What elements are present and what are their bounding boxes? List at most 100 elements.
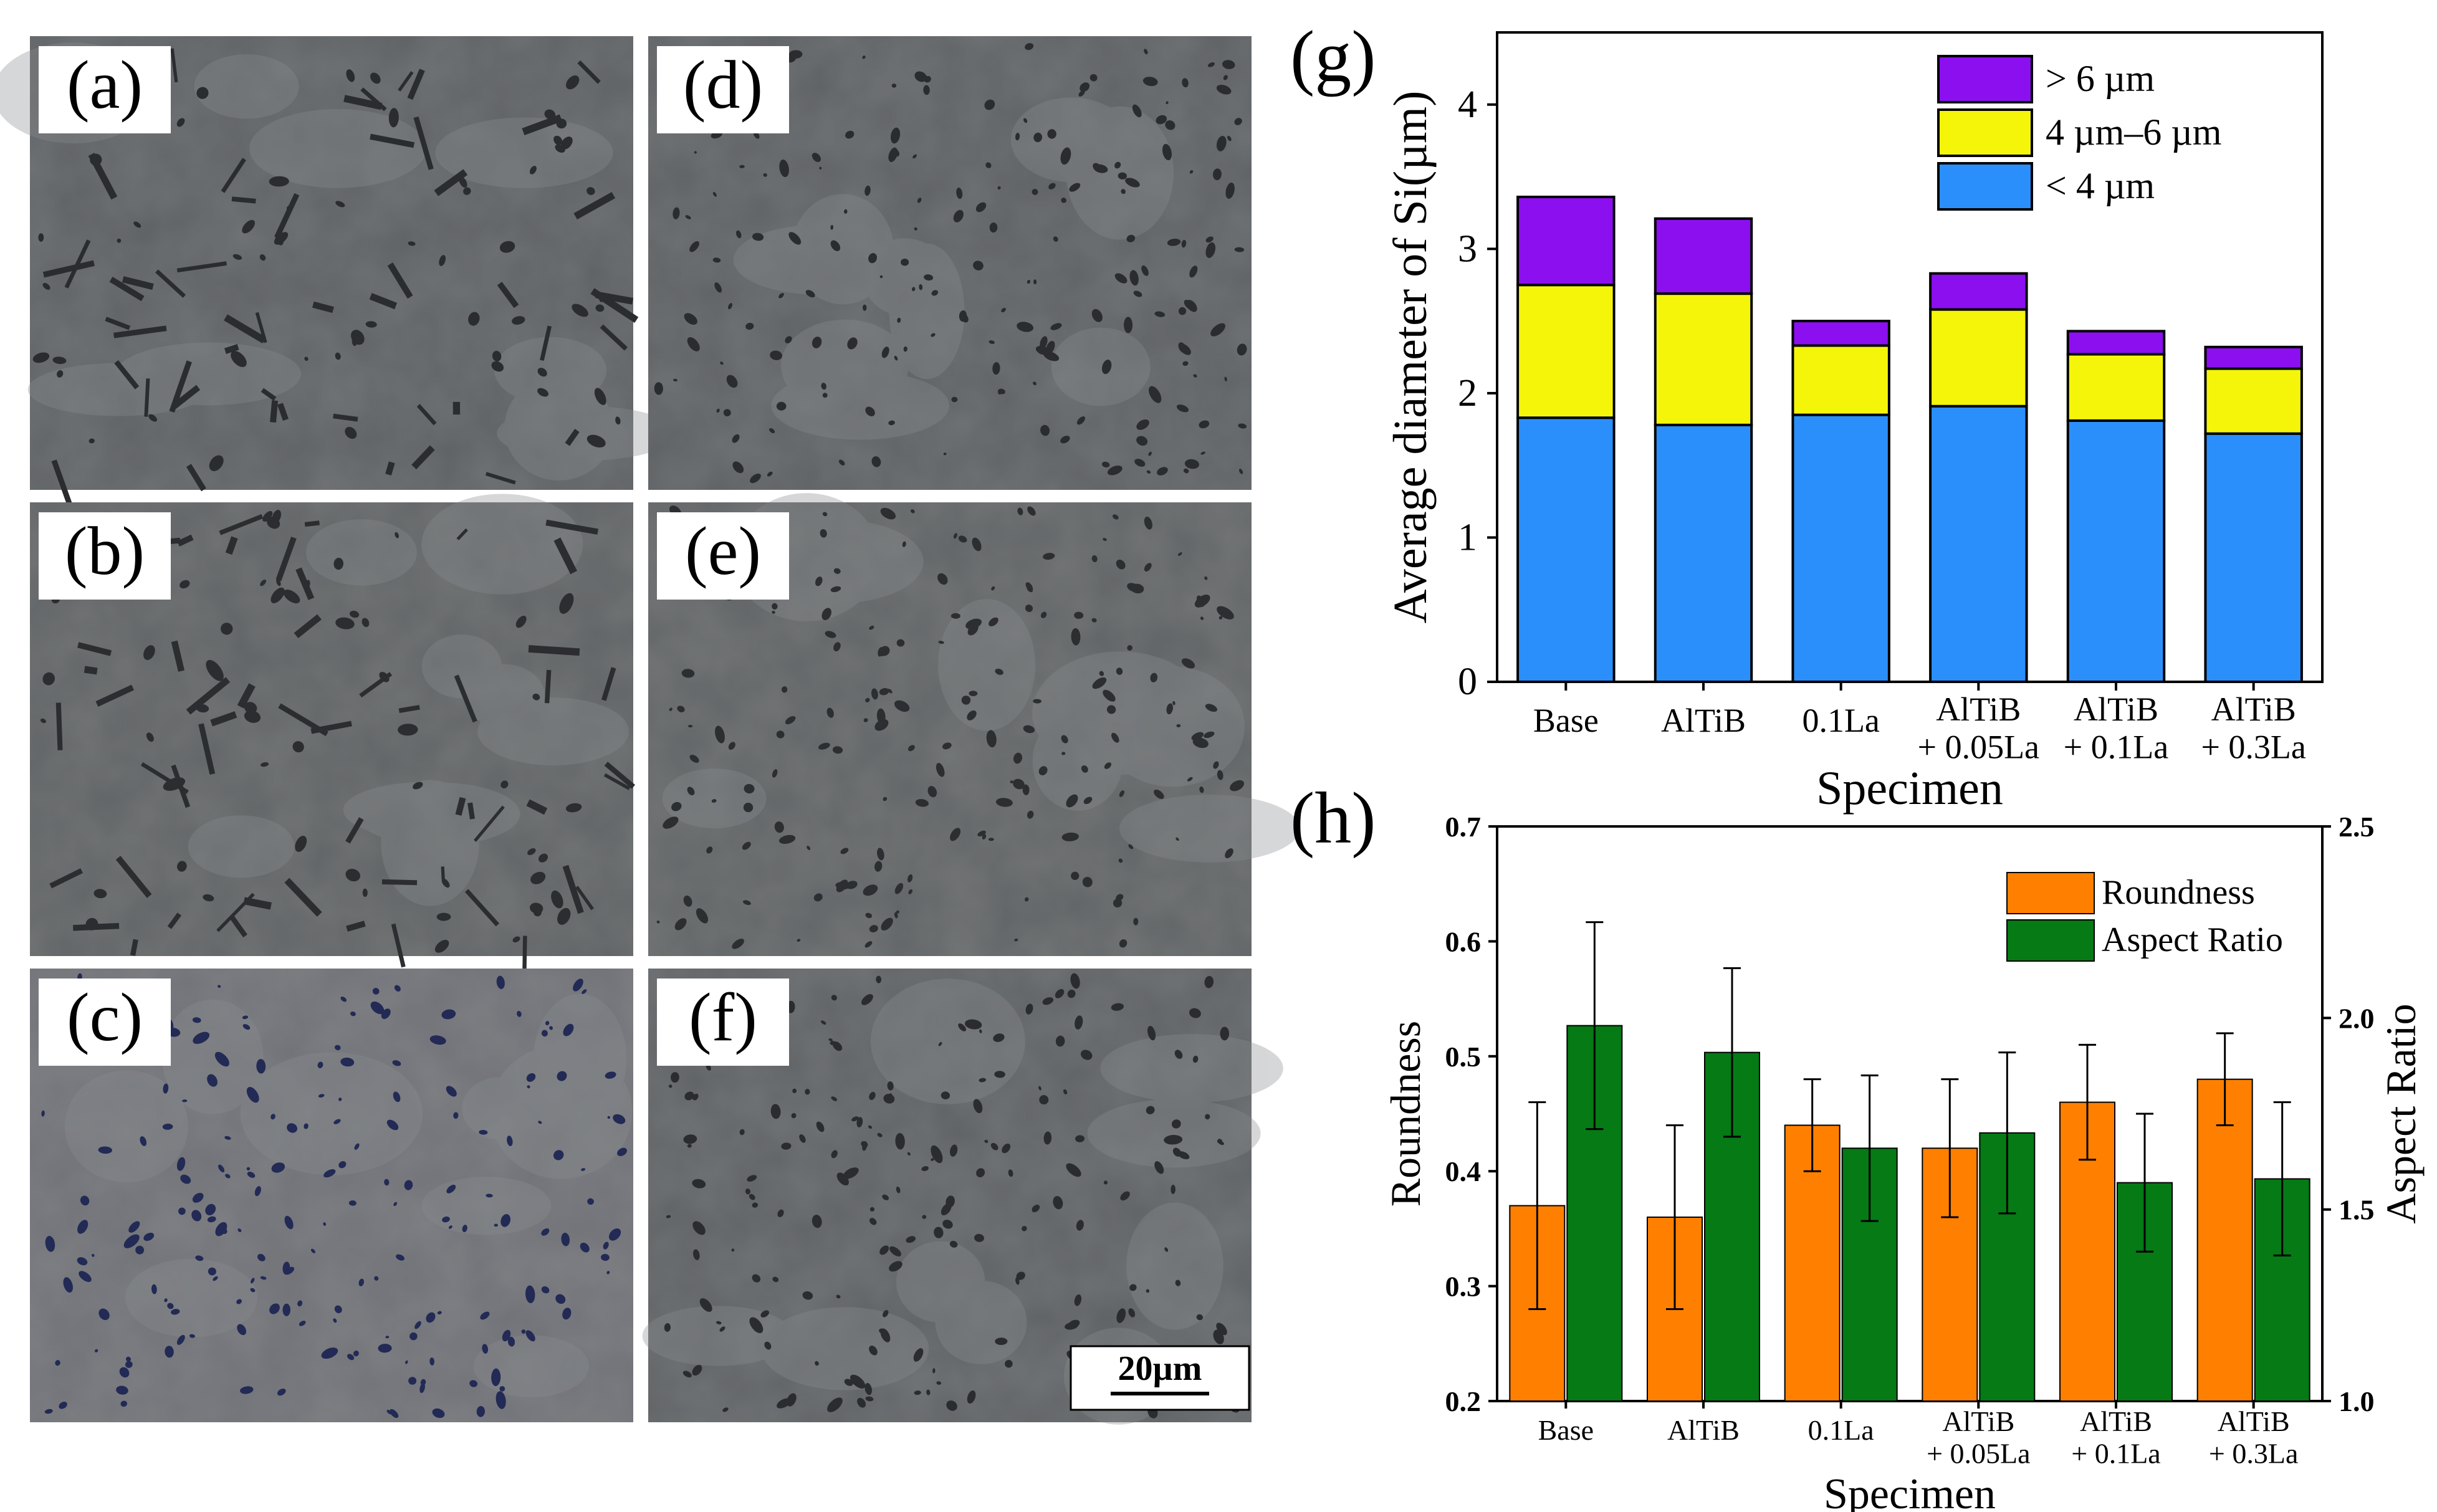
chart-h-legend: Roundness Aspect Ratio — [2006, 872, 2283, 962]
micrograph-panel-label: (d) — [683, 47, 763, 123]
chart-h-x-axis-label: Specimen — [1824, 1470, 1996, 1512]
chart-g-bar-segment — [1929, 308, 2028, 408]
chart-g-frame — [1496, 31, 2324, 683]
micrograph-panel-label: (c) — [67, 979, 143, 1055]
chart-h-y2-tick-label: 1.0 — [2339, 1385, 2375, 1417]
chart-g-bar-segment — [1791, 413, 1890, 683]
chart-h-y2-axis-label: Aspect Ratio — [2377, 1003, 2425, 1223]
silicon-particles — [664, 973, 1240, 1419]
chart-h-grouped-bar: (h) 0.2 0.3 0.4 0.5 0.6 0.7 1.0 1.5 2.0 2.5 Base… — [1290, 777, 2425, 1512]
chart-h-error-bar — [2079, 1043, 2096, 1161]
chart-h-y2-tick-label: 2.0 — [2339, 1002, 2375, 1034]
silicon-particles — [32, 48, 639, 506]
chart-g-y-tick-label: 4 — [1458, 84, 1477, 126]
chart-h-error-bar — [1803, 1078, 1821, 1172]
chart-g-x-tick-label: AlTiB + 0.3La — [2201, 691, 2305, 765]
chart-g-bar-segment — [2066, 419, 2166, 684]
micrograph-panel: (d) — [648, 36, 1252, 490]
chart-h-error-bar — [1666, 1124, 1683, 1310]
chart-g-x-tick-label: AlTiB + 0.1La — [2064, 691, 2168, 765]
chart-g-x-tick-label: AlTiB — [1661, 702, 1746, 739]
dendrite-cells — [0, 42, 676, 481]
scale-bar: 20µm — [1070, 1345, 1250, 1411]
chart-g-y-tick-label: 3 — [1458, 227, 1477, 270]
chart-g-y-tick-label: 1 — [1458, 516, 1477, 558]
chart-h-error-bar — [1998, 1051, 2016, 1215]
chart-h-panel-label: (h) — [1290, 777, 1376, 859]
micrograph-panel: (b) — [30, 494, 635, 978]
chart-h-error-bar — [1941, 1078, 1959, 1218]
chart-h-legend-swatch — [2006, 919, 2095, 962]
micrograph-panel: (c) — [30, 969, 633, 1422]
chart-g-bar-segment — [1929, 272, 2028, 311]
chart-g-y-tick-label: 0 — [1458, 661, 1477, 703]
chart-h-y-tick-label: 0.4 — [1445, 1156, 1482, 1187]
chart-g-legend-label: 4 µm–6 µm — [2046, 112, 2221, 153]
chart-g-bar-segment — [2204, 367, 2303, 435]
chart-h-y2-tick-label: 2.5 — [2339, 811, 2375, 843]
chart-h-x-tick-label: AlTiB + 0.05La — [1927, 1405, 2030, 1470]
chart-g-bar-segment — [1654, 423, 1753, 683]
chart-h-y-tick-label: 0.7 — [1445, 811, 1482, 843]
chart-g-bar-segment — [1516, 284, 1616, 419]
chart-h-error-bar — [1586, 921, 1604, 1131]
chart-h-x-tick-label: Base — [1538, 1414, 1594, 1446]
chart-h-x-tick-label: 0.1La — [1808, 1414, 1874, 1446]
chart-g-bar-segment — [1791, 344, 1890, 416]
micrograph-panel: (f) — [642, 969, 1283, 1425]
chart-h-y-tick-label: 0.6 — [1445, 926, 1482, 957]
chart-h-legend-swatch — [2006, 872, 2095, 914]
chart-h-error-bar — [2136, 1112, 2153, 1253]
chart-g-bar-segment — [1654, 217, 1753, 295]
chart-h-bar — [2196, 1078, 2253, 1402]
dendrite-cells — [188, 494, 630, 906]
silicon-particles — [41, 973, 627, 1419]
micrograph-panel-label: (a) — [67, 47, 143, 123]
chart-g-x-axis-label: Specimen — [1816, 762, 2003, 815]
micrograph-panel-label: (f) — [689, 979, 757, 1055]
chart-h-legend-label: Aspect Ratio — [2102, 921, 2283, 959]
chart-h-error-bar — [1860, 1074, 1879, 1222]
chart-h-y-tick-label: 0.2 — [1445, 1385, 1482, 1417]
chart-g-bar-segment — [1791, 320, 1890, 347]
chart-g-panel-label: (g) — [1290, 16, 1376, 97]
chart-h-y2-tick-label: 1.5 — [2339, 1194, 2375, 1226]
chart-h-frame — [1496, 825, 2324, 1402]
chart-g-legend-label: < 4 µm — [2046, 165, 2155, 206]
chart-g-bar-segment — [2066, 330, 2166, 356]
dendrite-cells — [733, 97, 1174, 440]
chart-h-y-axis-label: Roundness — [1382, 1021, 1429, 1207]
chart-h-y-tick-label: 0.5 — [1445, 1041, 1482, 1073]
scale-bar-label: 20µm — [1118, 1349, 1202, 1388]
chart-h-x-tick-label: AlTiB — [1667, 1414, 1740, 1446]
chart-h-x-tick-label: AlTiB + 0.1La — [2071, 1405, 2160, 1470]
chart-g-x-tick-label: Base — [1533, 702, 1599, 739]
chart-g-bar-segment — [1516, 416, 1616, 684]
micrograph-panel-label: (b) — [65, 513, 145, 589]
chart-g-x-tick-label: AlTiB + 0.05La — [1918, 691, 2039, 765]
chart-g-bar-segment — [2204, 432, 2303, 683]
micrograph-panel: (e) — [648, 493, 1300, 956]
chart-h-error-bar — [1723, 967, 1741, 1138]
chart-h-error-bar — [2216, 1032, 2234, 1126]
chart-h-x-tick-label: AlTiB + 0.3La — [2209, 1405, 2298, 1470]
micrograph-grid: (a) (b) (c) (d) (e) (f) — [0, 36, 1300, 1425]
dendrite-cells — [64, 993, 633, 1397]
micrograph-panel: (a) — [0, 36, 676, 506]
chart-g-stacked-bar: (g) 0 1 2 3 4 Base AlTiB 0.1La AlTiB + 0.05La AlT… — [1290, 16, 2324, 815]
chart-g-legend-swatch — [1937, 162, 2033, 211]
chart-g-bar-segment — [2066, 353, 2166, 422]
chart-g-legend-swatch — [1937, 55, 2033, 103]
chart-h-error-bar — [2273, 1101, 2291, 1256]
chart-g-bar-segment — [1516, 195, 1616, 287]
micrograph-panel-label: (e) — [685, 513, 761, 589]
chart-g-legend-swatch — [1937, 108, 2033, 157]
chart-h-y-tick-label: 0.3 — [1445, 1271, 1482, 1303]
chart-h-legend-label: Roundness — [2102, 873, 2255, 912]
chart-h-error-bar — [1528, 1101, 1546, 1310]
chart-g-legend-label: > 6 µm — [2046, 58, 2155, 99]
chart-g-bar-segment — [1929, 404, 2028, 683]
chart-g-bar-segment — [2204, 345, 2303, 370]
chart-g-bar-segment — [1654, 292, 1753, 426]
